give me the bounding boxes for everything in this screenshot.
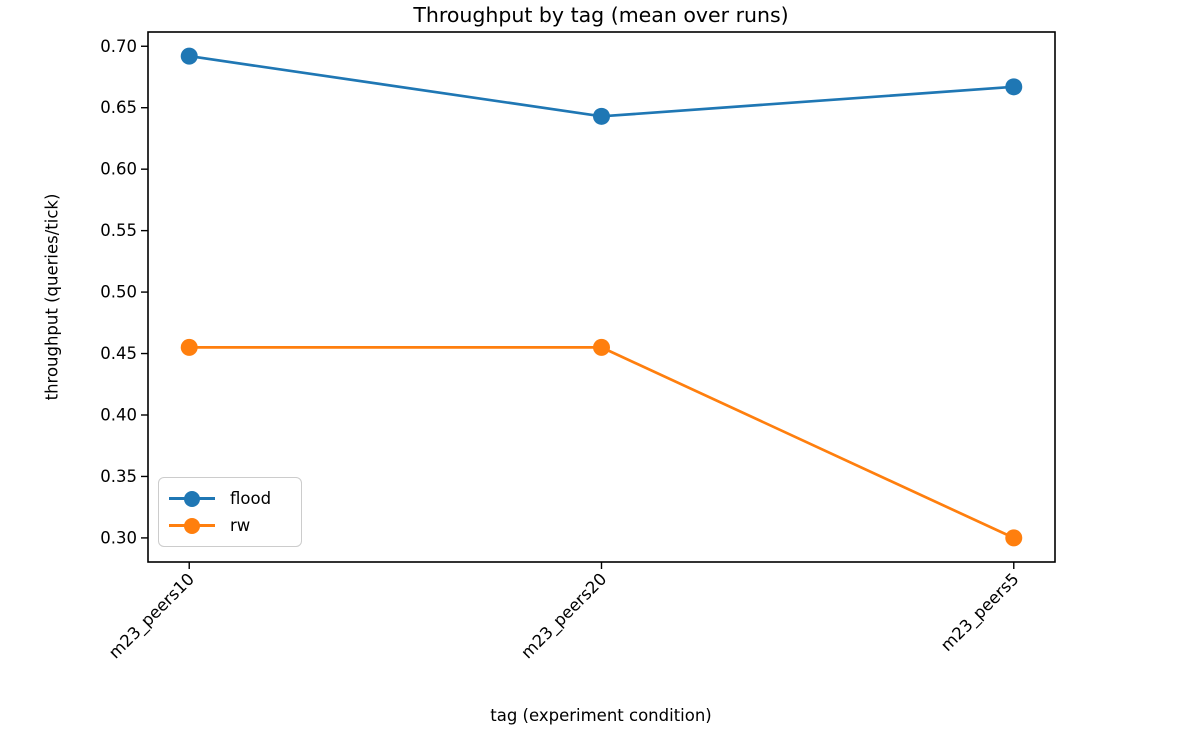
y-tick-label: 0.65	[100, 98, 137, 117]
data-point-rw	[1005, 529, 1023, 547]
legend-entry-rw: rw	[169, 516, 291, 535]
legend-label-rw: rw	[230, 516, 251, 535]
y-tick-label: 0.70	[100, 37, 137, 56]
legend-dot-sample	[184, 517, 200, 534]
y-tick-label: 0.30	[100, 528, 137, 547]
data-point-flood	[593, 107, 610, 125]
data-point-flood	[180, 47, 198, 65]
x-axis-label: tag (experiment condition)	[490, 706, 712, 725]
y-tick-label: 0.45	[100, 344, 137, 363]
y-tick-label: 0.35	[100, 467, 137, 486]
x-tick-label: m23_peers10	[105, 569, 199, 663]
legend-marker-flood-icon	[169, 490, 215, 508]
x-tick-label: m23_peers20	[517, 569, 611, 663]
y-tick-label: 0.50	[100, 283, 137, 302]
series-line-flood	[187, 54, 1016, 118]
y-tick-label: 0.55	[100, 221, 137, 240]
data-point-rw	[593, 338, 610, 356]
legend-label-flood: flood	[230, 489, 272, 508]
legend-marker-rw-icon	[169, 517, 215, 535]
data-point-flood	[1005, 78, 1023, 96]
legend-dot-sample	[184, 490, 200, 507]
legend: flood rw	[158, 477, 302, 547]
chart-title: Throughput by tag (mean over runs)	[413, 3, 789, 27]
series-line-rw	[187, 346, 1016, 540]
y-tick-label: 0.40	[100, 405, 137, 424]
data-point-rw	[180, 338, 198, 356]
y-axis-label: throughput (queries/tick)	[42, 193, 62, 401]
legend-entry-flood: flood	[169, 489, 291, 508]
x-tick-label: m23_peers5	[937, 569, 1023, 655]
y-tick-label: 0.60	[100, 160, 137, 179]
